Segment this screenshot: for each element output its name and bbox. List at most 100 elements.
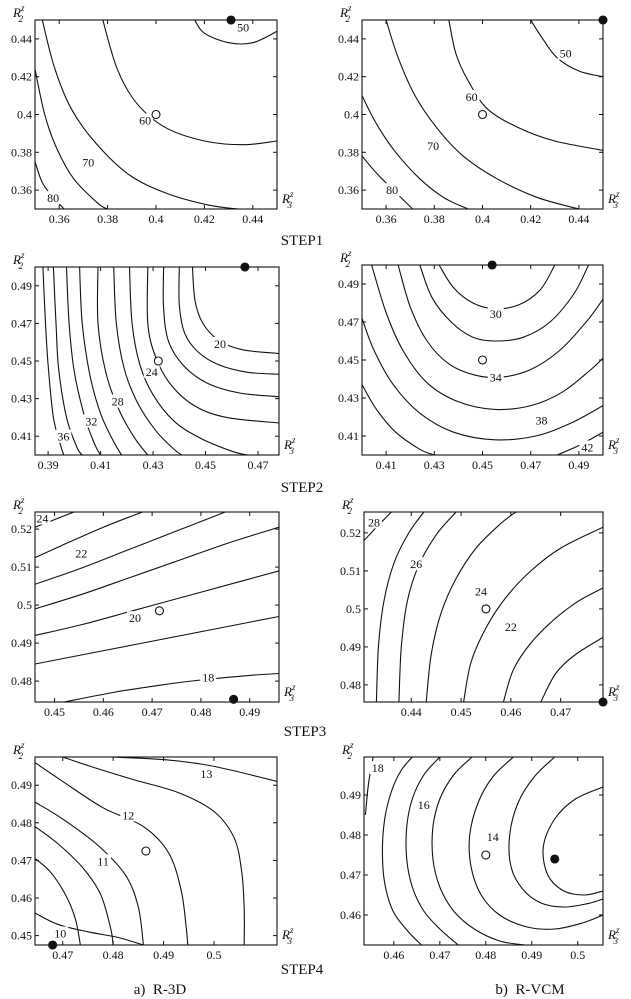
open-point-marker — [477, 355, 488, 365]
contour-lines — [42, 267, 279, 455]
y-axis-label: Rz 2 — [12, 740, 25, 761]
contour-line — [468, 757, 603, 930]
optimum-point-marker — [487, 260, 497, 270]
contour-label-bg — [143, 364, 160, 378]
contour-line — [35, 801, 144, 945]
optimum-point-marker — [240, 262, 250, 272]
x-tick-label: 0.38 — [97, 212, 118, 226]
contour-level-label: 30 — [490, 307, 502, 321]
contour-label-bg — [95, 854, 112, 868]
y-tick-label: 0.48 — [11, 674, 32, 688]
contour-level-label: 26 — [410, 557, 422, 571]
contour-lines — [364, 512, 603, 702]
contour-lines — [35, 512, 279, 702]
x-axis-label: Rz 3 — [607, 189, 620, 210]
x-tick-label: 0.48 — [190, 705, 211, 719]
contour-lines — [362, 20, 603, 209]
contour-level-label: 24 — [36, 512, 48, 526]
contour-level-label: 32 — [85, 414, 97, 428]
x-tick-label: 0.38 — [424, 212, 445, 226]
y-tick-label: 0.49 — [11, 778, 32, 792]
y-tick-label: 0.36 — [338, 183, 359, 197]
open-point-marker — [481, 604, 491, 614]
contour-level-label: 80 — [386, 183, 398, 197]
x-tick-label: 0.4 — [149, 212, 164, 226]
contour-label-bg — [83, 414, 100, 428]
contour-line — [556, 431, 603, 455]
contour-label-bg — [487, 307, 504, 321]
y-tick-label: 0.38 — [11, 145, 32, 159]
x-tick-label: 0.49 — [239, 705, 260, 719]
y-tick-label: 0.43 — [338, 391, 359, 405]
x-tick-label: 0.45 — [472, 458, 493, 472]
y-tick-label: 0.48 — [340, 828, 361, 842]
x-tick-label: 0.43 — [143, 458, 164, 472]
contour-line — [162, 267, 279, 398]
y-tick-label: 0.45 — [11, 354, 32, 368]
contour-level-label: 28 — [368, 515, 380, 529]
y-tick-label: 0.52 — [340, 526, 361, 540]
contour-level-label: 11 — [97, 854, 109, 868]
contour-level-label: 20 — [129, 611, 141, 625]
contour-line — [398, 512, 457, 702]
y-axis-label: Rz 2 — [341, 740, 354, 761]
panel-step1-r3d: 50 60 70 80 0.36 0.38 0.4 0.42 0.44 0.36 0.38 0.4 0.… — [11, 3, 294, 226]
contour-line — [405, 757, 459, 945]
contour-line — [438, 265, 556, 310]
y-tick-label: 0.48 — [11, 816, 32, 830]
panel-step2-rvcm: 30 34 38 42 0.41 0.43 0.45 0.47 0.49 0.41 0.43 0.45… — [338, 248, 620, 472]
optimum-point-marker — [598, 15, 608, 25]
contour-label-bg — [579, 440, 596, 454]
y-tick-label: 0.41 — [11, 429, 32, 443]
contour-line — [64, 672, 279, 702]
x-tick-label: 0.46 — [383, 948, 404, 962]
contour-label-bg — [369, 761, 386, 774]
contour-level-label: 50 — [560, 47, 572, 61]
open-point-marker — [477, 109, 488, 120]
y-axis-label: Rz 2 — [12, 495, 25, 516]
x-tick-label: 0.36 — [49, 212, 70, 226]
contour-level-label: 60 — [139, 113, 151, 127]
contour-level-label: 70 — [82, 156, 94, 170]
x-tick-label: 0.47 — [142, 705, 163, 719]
contour-line — [381, 757, 422, 945]
step-label-2: STEP2 — [281, 480, 324, 496]
contour-label-bg — [487, 370, 504, 384]
contour-line — [79, 267, 123, 455]
y-tick-label: 0.4 — [17, 108, 32, 122]
x-tick-label: 0.47 — [52, 948, 73, 962]
optimum-point-marker — [598, 697, 608, 707]
contour-label-bg — [502, 619, 519, 633]
contour-label-bg — [45, 190, 62, 204]
caption-r3d: a) R-3D — [134, 982, 187, 998]
x-tick-label: 0.49 — [568, 458, 589, 472]
x-tick-label: 0.47 — [248, 458, 269, 472]
open-point-marker — [154, 606, 164, 616]
contour-level-label: 70 — [427, 139, 439, 153]
x-tick-label: 0.43 — [424, 458, 445, 472]
y-tick-label: 0.46 — [11, 891, 32, 905]
contour-line — [502, 587, 603, 702]
plot-frame — [34, 511, 280, 703]
x-tick-label: 0.45 — [451, 705, 472, 719]
y-tick-label: 0.47 — [340, 868, 361, 882]
contour-line — [371, 265, 603, 411]
x-tick-label: 0.49 — [521, 948, 542, 962]
contour-line — [178, 267, 279, 375]
contour-label-bg — [408, 557, 425, 571]
contour-line — [42, 267, 65, 455]
contour-label-bg — [235, 20, 252, 34]
contour-level-label: 18 — [372, 761, 384, 775]
contour-label-bg — [425, 139, 442, 153]
contour-lines — [35, 20, 277, 209]
contour-line — [194, 20, 277, 45]
contour-line — [385, 20, 580, 209]
x-tick-label: 0.45 — [44, 705, 65, 719]
x-tick-label: 0.44 — [568, 212, 589, 226]
contour-level-label: 18 — [202, 670, 214, 684]
y-tick-label: 0.5 — [17, 598, 32, 612]
y-tick-label: 0.49 — [11, 279, 32, 293]
y-tick-label: 0.41 — [338, 429, 359, 443]
x-tick-label: 0.47 — [520, 458, 541, 472]
